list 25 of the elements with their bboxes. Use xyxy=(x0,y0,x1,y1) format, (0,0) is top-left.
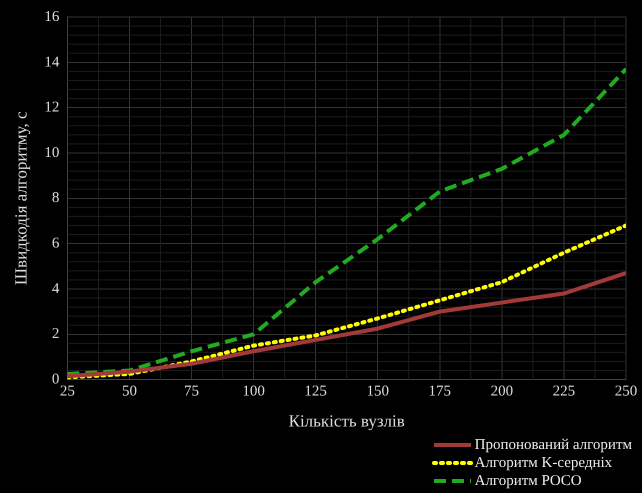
y-tick-label: 12 xyxy=(44,100,60,116)
x-tick-label: 25 xyxy=(60,384,75,400)
y-tick-label: 4 xyxy=(52,280,60,297)
line-series xyxy=(67,67,626,376)
x-tick-label: 200 xyxy=(490,384,514,400)
y-tick-label: 8 xyxy=(52,190,60,206)
x-tick-label: 100 xyxy=(242,384,265,400)
x-axis-title: Кількість вузлів xyxy=(288,411,405,430)
y-tick-label: 16 xyxy=(44,8,60,25)
x-tick-label: 250 xyxy=(614,384,638,400)
legend-label: Пропонований алгоритм xyxy=(474,436,632,454)
legend-label: Алгоритм POCO xyxy=(474,472,582,490)
x-tick-label: 75 xyxy=(184,384,200,400)
y-tick-label: 6 xyxy=(52,236,60,252)
x-tick-label: 225 xyxy=(552,384,576,400)
x-tick-label: 175 xyxy=(428,384,452,400)
y-axis-title: Швидкодія алгоритму, с xyxy=(12,111,31,286)
legend-label: Алгоритм K-середніх xyxy=(474,454,612,472)
y-tick-label: 0 xyxy=(52,372,60,388)
x-tick-label: 125 xyxy=(304,384,327,400)
y-tick-label: 14 xyxy=(44,54,60,70)
x-tick-label: 50 xyxy=(122,384,137,400)
y-tick-label: 10 xyxy=(44,144,60,161)
y-tick-label: 2 xyxy=(52,326,60,342)
x-tick-label: 150 xyxy=(366,384,389,400)
